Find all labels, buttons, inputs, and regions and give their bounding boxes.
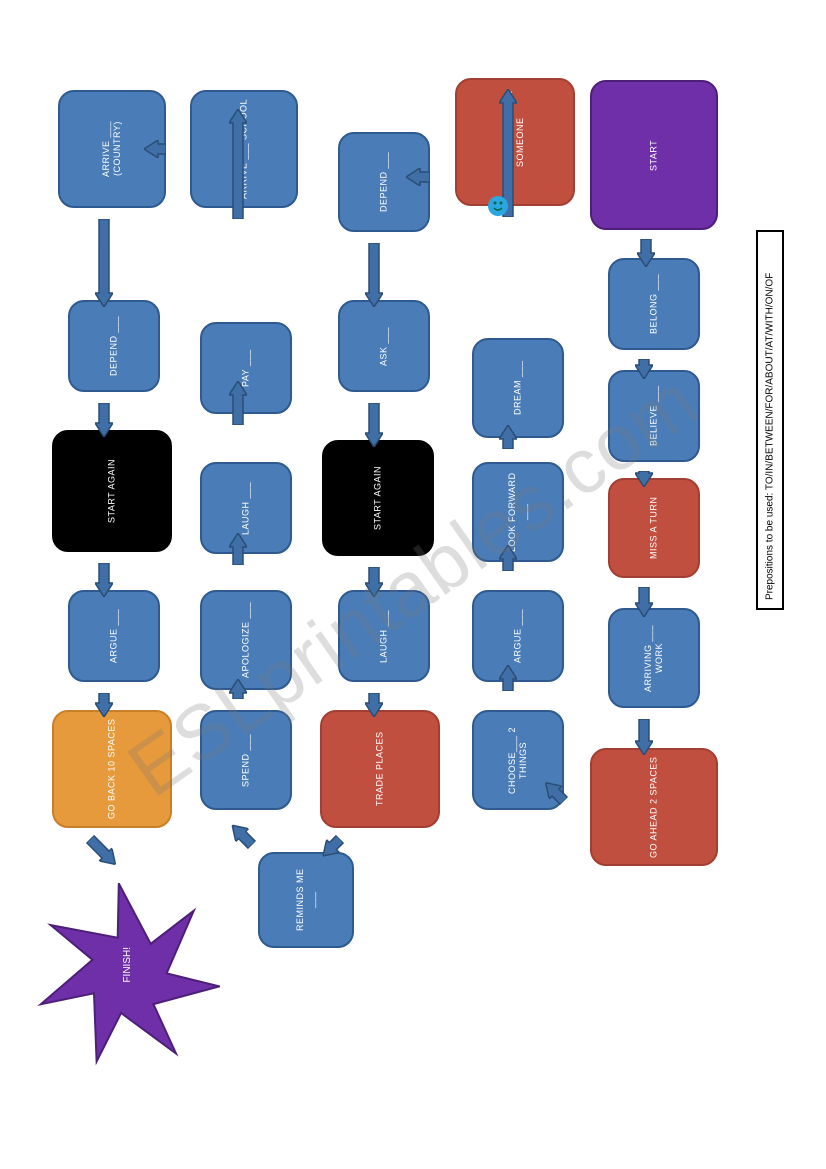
node-dream: DREAM ___ [472,338,564,438]
node-believe: BELIEVE ___ [608,370,700,462]
node-ask: ASK ___ [338,300,430,392]
arrow-argue2-lookfwd [499,545,517,571]
instructions-text: Prepositions to be used: TO/IN/BETWEEN/F… [765,273,776,600]
node-startagain1: START AGAIN [52,430,172,552]
arrow-pay-arriveschool [229,109,247,219]
node-belong: BELONG ___ [608,258,700,350]
node-arrivework: ARRIVING ___ WORK [608,608,700,708]
arrow-goback-finish [84,833,122,871]
smiley-icon [488,196,508,216]
arrow-argue1-goback [95,693,113,717]
node-startagain2: START AGAIN [322,440,434,556]
node-trade2: TRADE PLACES [320,710,440,828]
node-miss: MISS A TURN [608,478,700,578]
arrow-spend-apologize [229,679,247,699]
arrow-start-belong [637,239,655,267]
arrow-miss-arrivework [635,587,653,617]
arrow-depend2-startagain1 [95,403,113,437]
node-lookfwd: LOOK FORWARD ___ [472,462,564,562]
arrow-trade1-depend1 [406,168,430,186]
arrow-arrivecountry-depend2 [95,219,113,307]
node-argue2: ARGUE ___ [472,590,564,682]
node-spend: SPEND ___ [200,710,292,810]
node-apologize: APOLOGIZE ___ [200,590,292,690]
node-depend2: DEPEND ___ [68,300,160,392]
arrow-depend1-ask [365,243,383,307]
node-goahead: GO AHEAD 2 SPACES [590,748,718,866]
node-goback: GO BACK 10 SPACES [52,710,172,828]
arrow-lookfwd-dream [499,425,517,449]
arrow-laugh2-trade2 [365,693,383,717]
node-argue1: ARGUE ___ [68,590,160,682]
arrow-arrivework-goahead [635,719,653,755]
instructions-box: Prepositions to be used: TO/IN/BETWEEN/F… [756,230,784,610]
node-start: START [590,80,718,230]
arrow-choose-argue2 [499,665,517,691]
arrow-belong-believe [635,359,653,379]
arrow-arriveschool-arrivecountry [144,140,166,158]
arrow-startagain2-laugh2 [365,567,383,597]
arrow-apologize-laugh1 [229,533,247,565]
arrow-believe-miss [635,471,653,487]
arrow-startagain1-argue1 [95,563,113,597]
arrow-reminds-spend [226,819,259,852]
board-stage: Prepositions to be used: TO/IN/BETWEEN/F… [0,0,826,1169]
node-laugh2: LAUGH ___ [338,590,430,682]
node-reminds: REMINDS ME ___ [258,852,354,948]
arrow-laugh1-pay [229,381,247,425]
finish-label: FINISH! [122,947,133,983]
arrow-ask-startagain2 [365,403,383,447]
